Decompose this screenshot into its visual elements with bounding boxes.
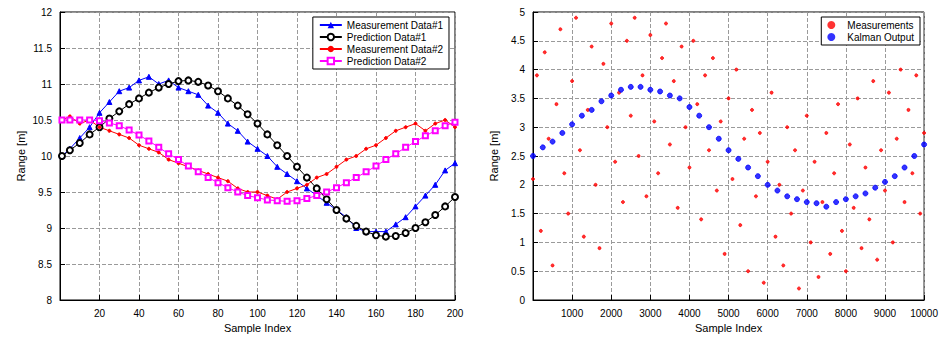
svg-text:12: 12	[41, 7, 53, 18]
svg-text:120: 120	[289, 308, 306, 319]
svg-text:9.5: 9.5	[38, 187, 52, 198]
svg-text:Range [m]: Range [m]	[488, 131, 500, 182]
svg-text:200: 200	[447, 308, 464, 319]
svg-text:4: 4	[519, 64, 525, 75]
svg-text:Measurement Data#1: Measurement Data#1	[347, 20, 444, 31]
svg-text:11: 11	[42, 79, 53, 90]
svg-text:10: 10	[41, 151, 53, 162]
svg-text:1000: 1000	[561, 308, 584, 319]
svg-text:4.5: 4.5	[511, 35, 525, 46]
svg-text:40: 40	[133, 308, 145, 319]
svg-text:9000: 9000	[874, 308, 897, 319]
svg-text:7000: 7000	[796, 308, 819, 319]
svg-text:9: 9	[46, 223, 52, 234]
svg-text:2.5: 2.5	[511, 151, 525, 162]
svg-text:Measurements: Measurements	[847, 20, 913, 31]
svg-text:8000: 8000	[835, 308, 858, 319]
svg-text:2000: 2000	[600, 308, 623, 319]
svg-text:3.5: 3.5	[511, 93, 525, 104]
svg-text:8: 8	[46, 295, 52, 306]
svg-text:5: 5	[519, 7, 525, 18]
svg-text:20: 20	[94, 308, 106, 319]
svg-text:10.5: 10.5	[33, 115, 53, 126]
svg-text:1.5: 1.5	[511, 208, 525, 219]
svg-text:2: 2	[519, 179, 525, 190]
svg-text:1: 1	[519, 237, 525, 248]
svg-text:80: 80	[212, 308, 224, 319]
svg-text:140: 140	[328, 308, 345, 319]
svg-text:3000: 3000	[639, 308, 662, 319]
svg-text:Sample Index: Sample Index	[695, 322, 763, 334]
svg-text:Prediction Data#2: Prediction Data#2	[347, 56, 427, 67]
svg-text:0: 0	[519, 295, 525, 306]
svg-text:Range [m]: Range [m]	[15, 131, 27, 182]
svg-text:160: 160	[368, 308, 385, 319]
svg-text:180: 180	[407, 308, 424, 319]
svg-text:4000: 4000	[678, 308, 701, 319]
svg-text:Measurement Data#2: Measurement Data#2	[347, 44, 444, 55]
svg-text:11.5: 11.5	[33, 43, 52, 54]
svg-text:60: 60	[173, 308, 185, 319]
svg-text:3: 3	[519, 122, 525, 133]
svg-text:6000: 6000	[757, 308, 780, 319]
svg-text:0.5: 0.5	[511, 266, 525, 277]
svg-text:10000: 10000	[910, 308, 938, 319]
svg-text:Sample Index: Sample Index	[224, 322, 292, 334]
svg-text:5000: 5000	[717, 308, 740, 319]
svg-text:8.5: 8.5	[38, 259, 52, 270]
svg-text:Prediction Data#1: Prediction Data#1	[347, 32, 427, 43]
svg-text:Kalman Output: Kalman Output	[847, 32, 914, 43]
svg-text:100: 100	[249, 308, 266, 319]
